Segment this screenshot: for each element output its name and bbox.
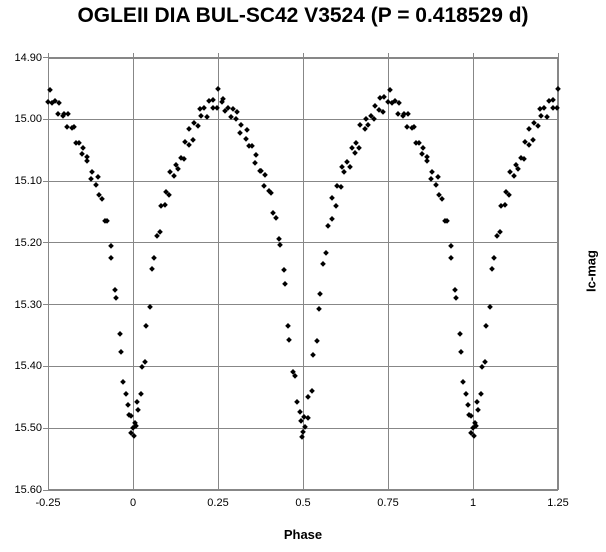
gridline-vertical: [132, 57, 134, 490]
x-axis-tick: [387, 52, 389, 58]
gridline-vertical: [217, 57, 219, 490]
y-axis-tick: [43, 118, 48, 120]
y-tick-label: 15.30: [14, 298, 42, 311]
gridline-horizontal: [48, 365, 558, 367]
y-axis-tick: [43, 304, 48, 306]
y-tick-label: 15.60: [14, 484, 42, 496]
gridline-vertical: [47, 57, 49, 490]
x-tick-label: 0.75: [377, 497, 399, 509]
gridline-horizontal: [48, 489, 558, 491]
x-tick-label: 1.25: [547, 497, 569, 509]
x-axis-tick: [557, 52, 559, 58]
x-axis-tick: [217, 52, 219, 58]
y-tick-label: 15.40: [14, 360, 42, 373]
y-tick-label: 15.00: [14, 113, 42, 126]
y-axis-tick: [43, 180, 48, 182]
x-axis-title: Phase: [283, 527, 323, 542]
gridline-horizontal: [48, 118, 558, 120]
y-tick-label: 14.90: [14, 51, 42, 64]
x-axis-tick: [472, 52, 474, 58]
gridline-vertical: [557, 57, 559, 490]
x-axis-tick: [47, 52, 49, 58]
x-tick-label: -0.25: [35, 497, 61, 509]
y-tick-label: 15.50: [14, 422, 42, 435]
x-tick-label: 0: [129, 497, 137, 509]
chart-title: OGLEII DIA BUL-SC42 V3524 (P = 0.418529 …: [77, 4, 529, 27]
x-axis-tick: [132, 52, 134, 58]
y-axis-tick: [43, 365, 48, 367]
y-axis-tick: [43, 427, 48, 429]
gridline-horizontal: [48, 304, 558, 306]
gridline-horizontal: [48, 242, 558, 244]
x-tick-label: 0.5: [295, 497, 311, 509]
gridline-vertical: [472, 57, 474, 490]
y-tick-label: 15.10: [14, 175, 42, 188]
gridline-vertical: [387, 57, 389, 490]
y-axis-tick: [43, 242, 48, 244]
y-axis-title: Ic-mag: [583, 250, 599, 292]
gridline-vertical: [302, 57, 304, 490]
x-tick-label: 1: [469, 497, 477, 509]
gridline-horizontal: [48, 57, 558, 58]
y-axis-tick: [43, 57, 48, 58]
y-tick-label: 15.20: [14, 236, 42, 249]
x-axis-tick: [302, 52, 304, 58]
y-axis-tick: [43, 489, 48, 491]
gridline-horizontal: [48, 180, 558, 182]
x-tick-label: 0.25: [207, 497, 229, 509]
